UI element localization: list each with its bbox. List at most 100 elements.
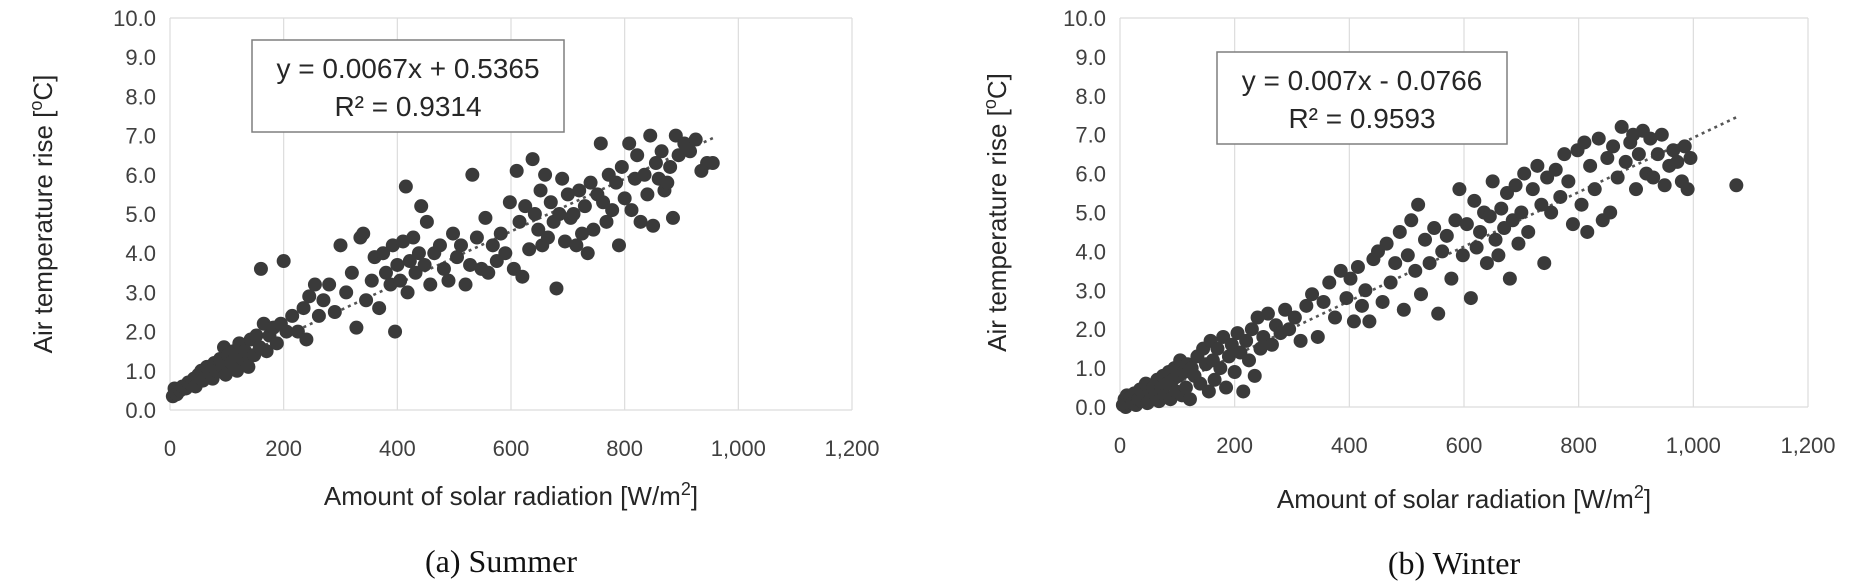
data-point <box>1411 197 1426 212</box>
data-point <box>344 265 359 280</box>
data-point <box>1354 298 1369 313</box>
data-point <box>1654 127 1669 142</box>
data-point <box>1358 283 1373 298</box>
data-point <box>1287 310 1302 325</box>
data-point <box>614 159 629 174</box>
data-point <box>605 203 620 218</box>
data-point <box>543 195 558 210</box>
y-tick-label: 3.0 <box>1075 278 1106 303</box>
data-point <box>299 332 314 347</box>
y-tick-label: 2.0 <box>1075 317 1106 342</box>
data-point <box>633 214 648 229</box>
x-tick-label: 1,200 <box>1780 433 1835 458</box>
data-point <box>557 234 572 249</box>
x-tick-label: 800 <box>606 436 643 461</box>
y-tick-label: 0.0 <box>125 398 156 423</box>
x-tick-label: 800 <box>1560 433 1597 458</box>
data-point <box>1534 197 1549 212</box>
data-point <box>1491 248 1506 263</box>
data-point <box>1299 298 1314 313</box>
trendline <box>1119 116 1737 412</box>
data-point <box>637 167 652 182</box>
data-point <box>1316 294 1331 309</box>
data-point <box>1657 178 1672 193</box>
data-point <box>609 175 624 190</box>
data-point <box>1392 224 1407 239</box>
data-point <box>566 207 581 221</box>
data-point <box>1544 205 1559 220</box>
data-point <box>1282 322 1297 337</box>
data-point <box>388 324 403 339</box>
data-point <box>1511 236 1526 251</box>
data-point <box>1221 349 1236 364</box>
y-tick-label: 7.0 <box>1075 123 1106 148</box>
data-point <box>572 183 587 198</box>
data-point <box>1431 306 1446 321</box>
equation-box <box>1216 51 1508 145</box>
data-point <box>465 167 480 182</box>
data-point <box>665 210 680 225</box>
data-point <box>307 277 322 292</box>
data-point <box>671 148 686 163</box>
data-point <box>617 191 632 206</box>
data-point <box>611 238 626 253</box>
data-point <box>1591 131 1606 146</box>
data-point <box>1508 178 1523 193</box>
data-point <box>1448 213 1463 228</box>
data-point <box>1278 302 1293 317</box>
data-point <box>1339 291 1354 306</box>
data-point <box>1537 256 1552 271</box>
data-point <box>640 187 655 202</box>
data-point <box>458 277 473 292</box>
data-point <box>279 324 294 339</box>
data-point <box>1482 209 1497 224</box>
data-point <box>502 195 517 210</box>
data-point <box>1219 380 1234 395</box>
data-point <box>1606 139 1621 154</box>
data-point <box>624 203 639 218</box>
equation-box <box>251 39 565 133</box>
data-point <box>599 214 614 229</box>
data-point <box>311 308 326 323</box>
data-point <box>1414 287 1428 302</box>
data-point <box>1479 256 1494 271</box>
y-axis-title: Air temperature rise [oC] <box>26 75 58 354</box>
y-tick-label: 9.0 <box>1075 45 1106 70</box>
data-point <box>364 273 379 288</box>
data-point <box>1293 333 1308 348</box>
data-point <box>253 261 268 276</box>
data-point <box>411 246 426 261</box>
data-point <box>408 265 423 280</box>
data-point <box>1383 275 1398 290</box>
data-point <box>398 179 413 194</box>
data-point <box>349 320 364 335</box>
data-point <box>493 226 508 241</box>
data-point <box>1629 182 1643 197</box>
data-point <box>1729 178 1744 193</box>
data-point <box>378 265 393 280</box>
data-point <box>372 301 387 316</box>
data-point <box>1677 139 1692 154</box>
x-tick-label: 400 <box>1331 433 1368 458</box>
y-tick-label: 0.0 <box>1075 395 1106 420</box>
data-point <box>356 226 371 241</box>
data-point <box>555 171 570 186</box>
y-tick-label: 10.0 <box>1063 6 1106 31</box>
data-point <box>1260 306 1275 321</box>
data-point <box>322 277 337 292</box>
data-point <box>249 328 264 343</box>
data-point <box>663 159 678 174</box>
data-point <box>522 242 537 257</box>
data-point <box>580 246 595 261</box>
data-point <box>1577 135 1592 150</box>
data-point <box>1646 170 1661 185</box>
trendline-equation: y = 0.0067x + 0.5365 <box>276 53 539 84</box>
data-point <box>1666 143 1681 158</box>
data-point <box>450 250 465 265</box>
data-point <box>1439 228 1454 243</box>
data-point <box>533 183 548 198</box>
data-point <box>376 246 391 261</box>
data-point <box>1517 166 1532 181</box>
data-point <box>1396 302 1411 317</box>
data-point <box>1244 322 1259 337</box>
